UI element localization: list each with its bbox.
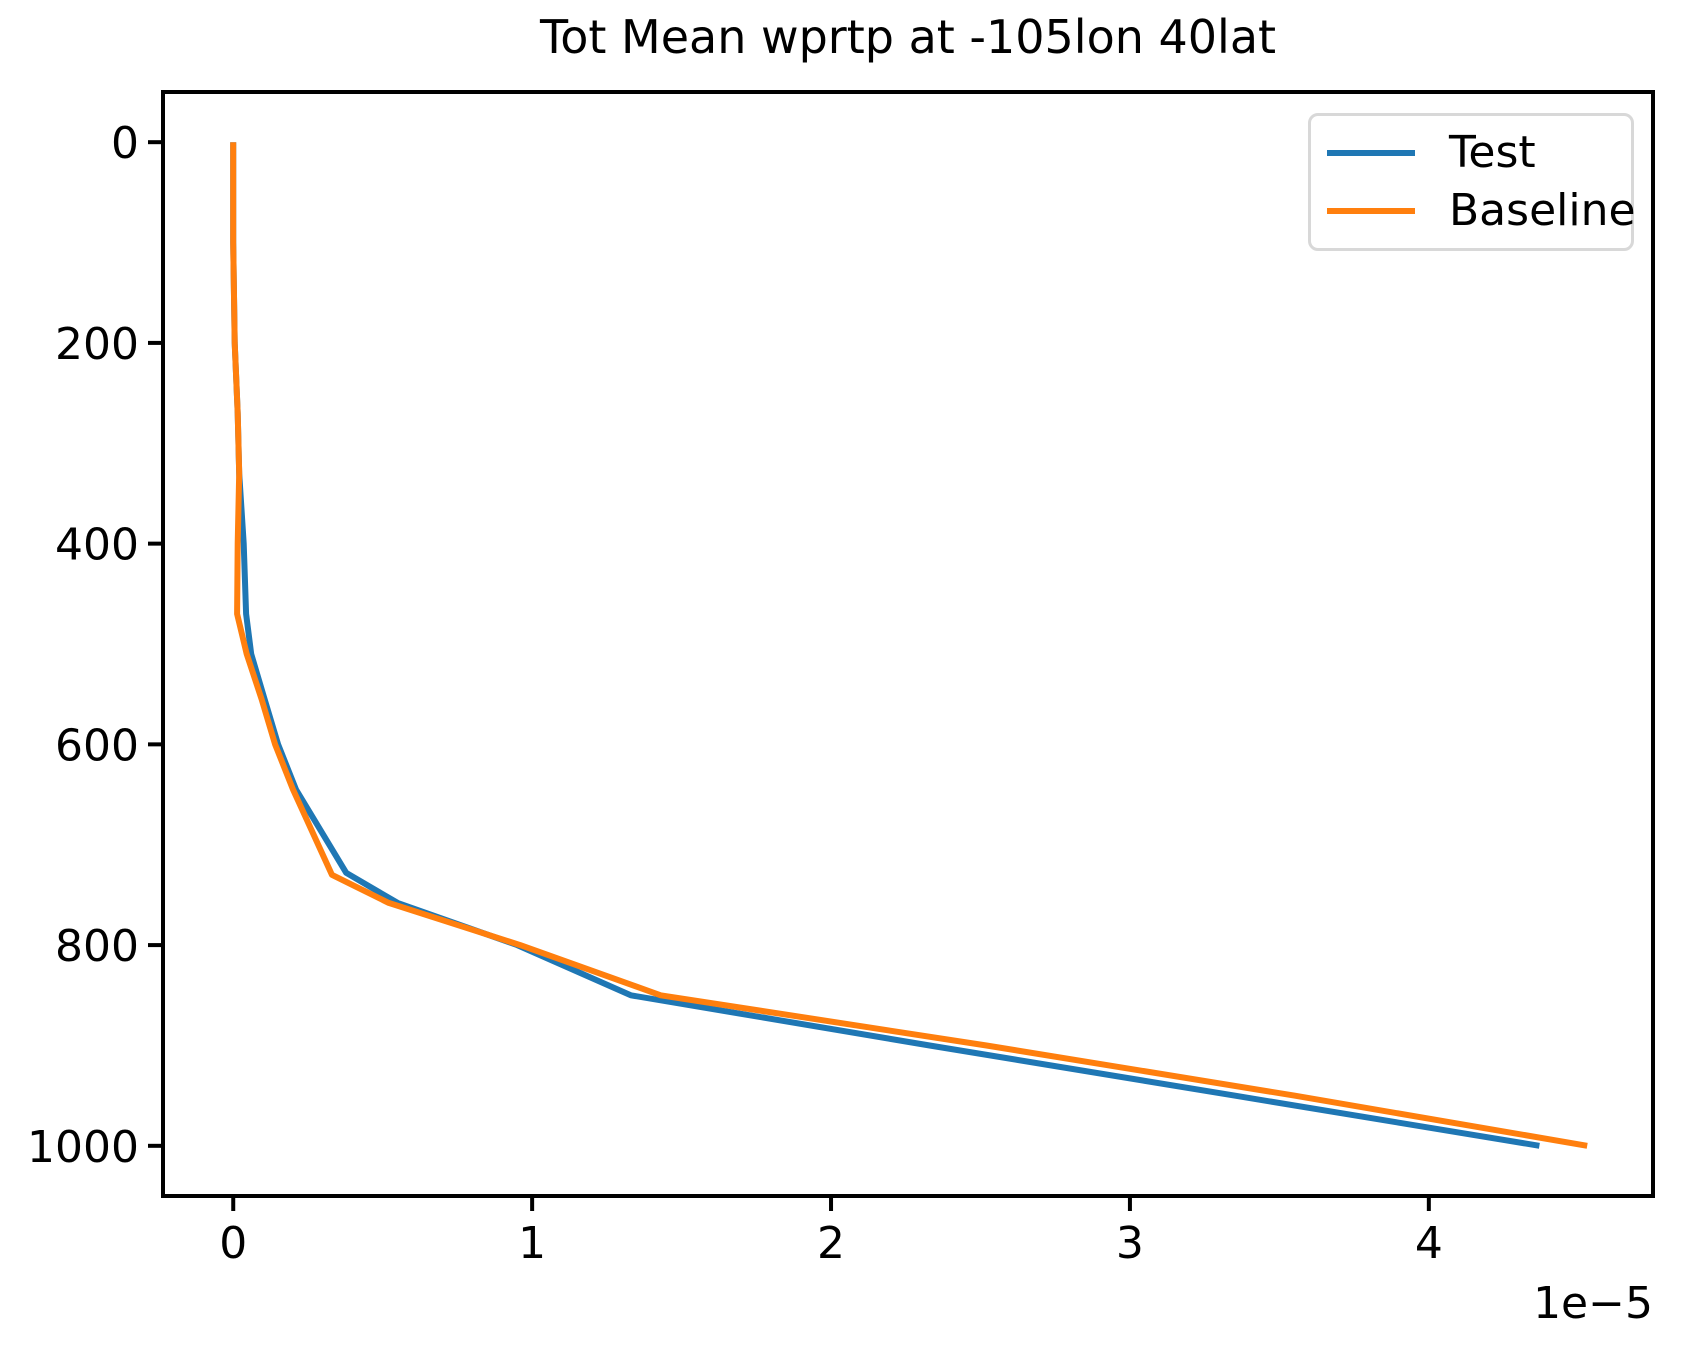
x-tick-label: 1 — [518, 1218, 546, 1269]
y-tick-label: 1000 — [27, 1122, 139, 1173]
axes-spines — [161, 90, 1655, 1198]
x-tick-label: 3 — [1116, 1218, 1144, 1269]
legend-label-test: Test — [1449, 127, 1536, 179]
series-line-baseline — [230, 142, 1588, 1149]
y-tick-label: 800 — [55, 921, 139, 972]
legend-label-baseline: Baseline — [1449, 184, 1636, 236]
chart-title: Tot Mean wprtp at -105lon 40lat — [539, 10, 1277, 64]
legend-line-sample-test — [1327, 150, 1415, 157]
x-tick-label: 2 — [817, 1218, 845, 1269]
x-axis-offset-label: 1e−5 — [1533, 1278, 1653, 1329]
y-tick-label: 600 — [55, 720, 139, 771]
y-tick-label: 0 — [111, 118, 139, 169]
legend-line-sample-baseline — [1327, 207, 1415, 214]
legend-entry-baseline: Baseline — [1311, 186, 1636, 235]
legend: Test Baseline — [1308, 113, 1636, 251]
legend-entry-test: Test — [1311, 127, 1631, 179]
x-tick-label: 0 — [219, 1218, 247, 1269]
x-tick-label: 4 — [1415, 1218, 1443, 1269]
y-tick-label: 200 — [55, 319, 139, 370]
series-line-test — [230, 142, 1540, 1149]
y-tick-label: 400 — [55, 520, 139, 571]
